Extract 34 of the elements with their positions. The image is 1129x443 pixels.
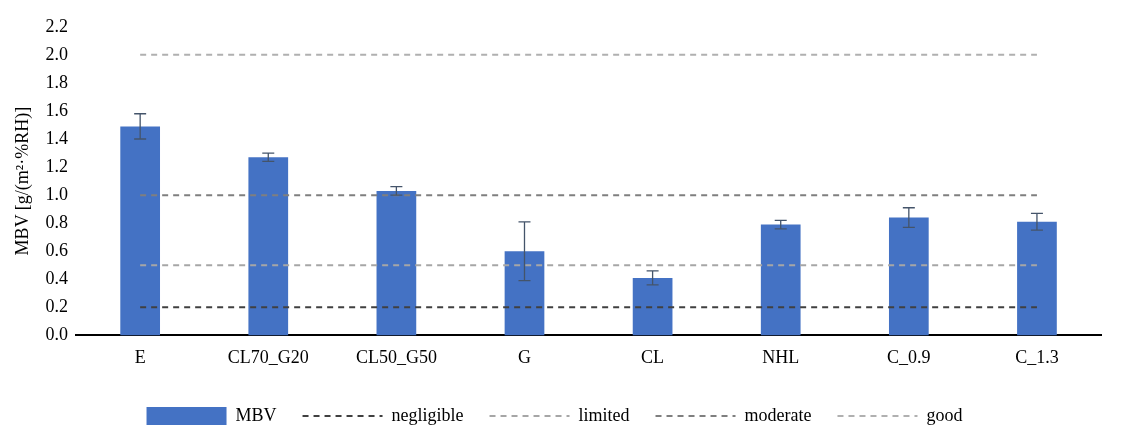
- bar: [248, 157, 289, 336]
- bar: [632, 277, 673, 336]
- x-tick-label: G: [517, 346, 531, 367]
- y-tick-label: 1.0: [45, 183, 69, 204]
- legend-label: negligible: [391, 404, 464, 425]
- legend-label: limited: [578, 404, 630, 425]
- x-tick-label: CL: [641, 346, 665, 367]
- y-tick-label: 0.2: [45, 296, 69, 317]
- x-tick-label: NHL: [762, 346, 800, 367]
- bar: [1017, 221, 1057, 336]
- x-tick-label: E: [134, 346, 146, 367]
- legend-label: moderate: [744, 404, 812, 425]
- y-tick-label: 0.0: [45, 324, 69, 345]
- bar: [888, 217, 929, 336]
- y-tick-label: 0.8: [45, 211, 69, 232]
- y-tick-label: 2.0: [45, 43, 69, 64]
- y-tick-label: 1.2: [45, 155, 69, 176]
- legend-label: good: [926, 404, 963, 425]
- x-tick-label: CL70_G20: [227, 346, 309, 367]
- y-axis-title: MBV [g/(m²·%RH)]: [11, 106, 33, 256]
- y-tick-label: 1.8: [45, 71, 69, 92]
- x-tick-label: C_1.3: [1015, 346, 1059, 367]
- legend-label: MBV: [235, 404, 277, 425]
- y-tick-label: 1.6: [45, 99, 69, 120]
- x-tick-label: C_0.9: [887, 346, 931, 367]
- bar: [376, 190, 417, 336]
- bar: [120, 126, 161, 336]
- bar: [760, 224, 801, 336]
- bar: [504, 251, 545, 336]
- y-tick-label: 1.4: [45, 127, 69, 148]
- y-tick-label: 0.4: [45, 268, 69, 289]
- y-tick-label: 2.2: [45, 15, 69, 36]
- y-tick-label: 0.6: [45, 239, 69, 260]
- x-tick-label: CL50_G50: [355, 346, 437, 367]
